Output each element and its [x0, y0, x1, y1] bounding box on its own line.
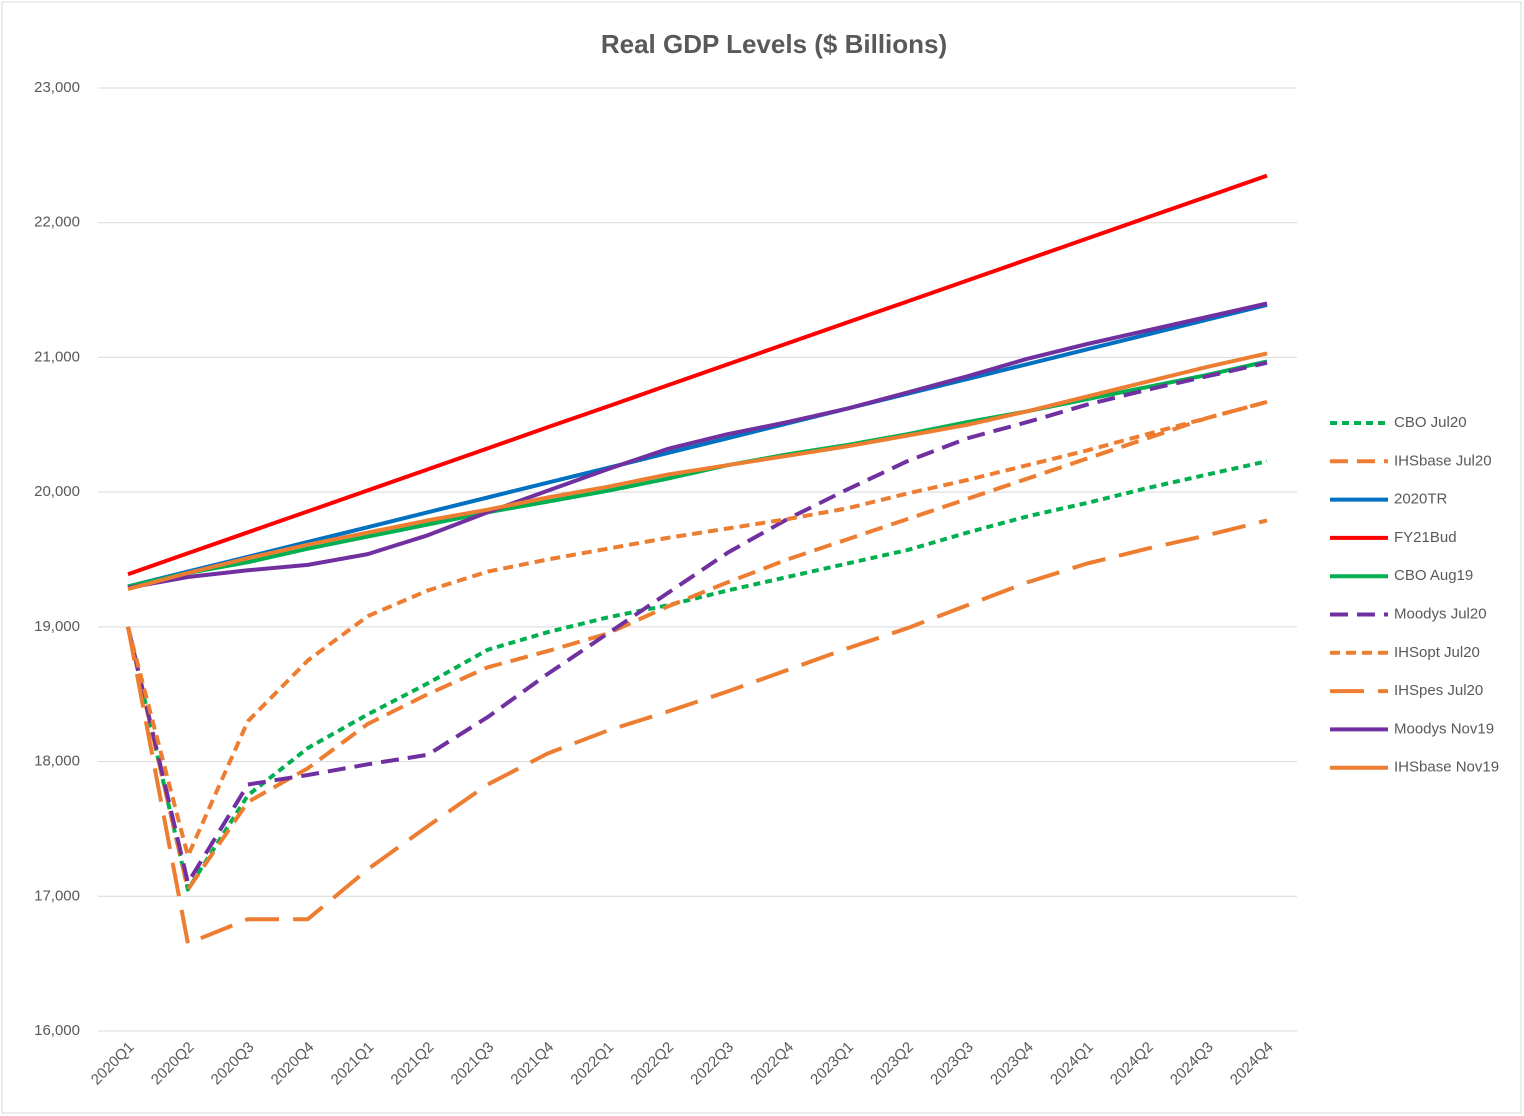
series-line — [126, 360, 1268, 885]
legend-label: IHSbase Nov19 — [1394, 759, 1499, 776]
legend-label: Moodys Jul20 — [1394, 605, 1487, 622]
series-line — [126, 399, 1268, 858]
y-tick-label: 16,000 — [34, 1022, 80, 1039]
y-tick-label: 22,000 — [34, 214, 80, 231]
series-line — [127, 302, 1268, 589]
legend-label: Moodys Nov19 — [1394, 720, 1494, 737]
legend-label: IHSpes Jul20 — [1394, 682, 1483, 699]
series-line — [127, 301, 1268, 590]
legend-label: IHSbase Jul20 — [1394, 452, 1492, 469]
y-tick-label: 17,000 — [34, 887, 80, 904]
series-line — [126, 459, 1268, 892]
series-line — [127, 173, 1268, 577]
series-line — [126, 518, 1268, 946]
y-tick-label: 21,000 — [34, 348, 80, 365]
y-tick-label: 18,000 — [34, 753, 80, 770]
series-line — [127, 359, 1268, 589]
y-tick-label: 20,000 — [34, 483, 80, 500]
legend-label: CBO Jul20 — [1394, 414, 1467, 431]
chart-title: Real GDP Levels ($ Billions) — [601, 29, 947, 59]
legend-label: CBO Aug19 — [1394, 567, 1473, 584]
y-tick-label: 23,000 — [34, 79, 80, 96]
legend-label: 2020TR — [1394, 491, 1448, 508]
legend-label: IHSopt Jul20 — [1394, 644, 1480, 661]
series-line — [127, 351, 1268, 592]
y-tick-label: 19,000 — [34, 618, 80, 635]
legend-label: FY21Bud — [1394, 529, 1457, 546]
series-line — [126, 399, 1268, 892]
